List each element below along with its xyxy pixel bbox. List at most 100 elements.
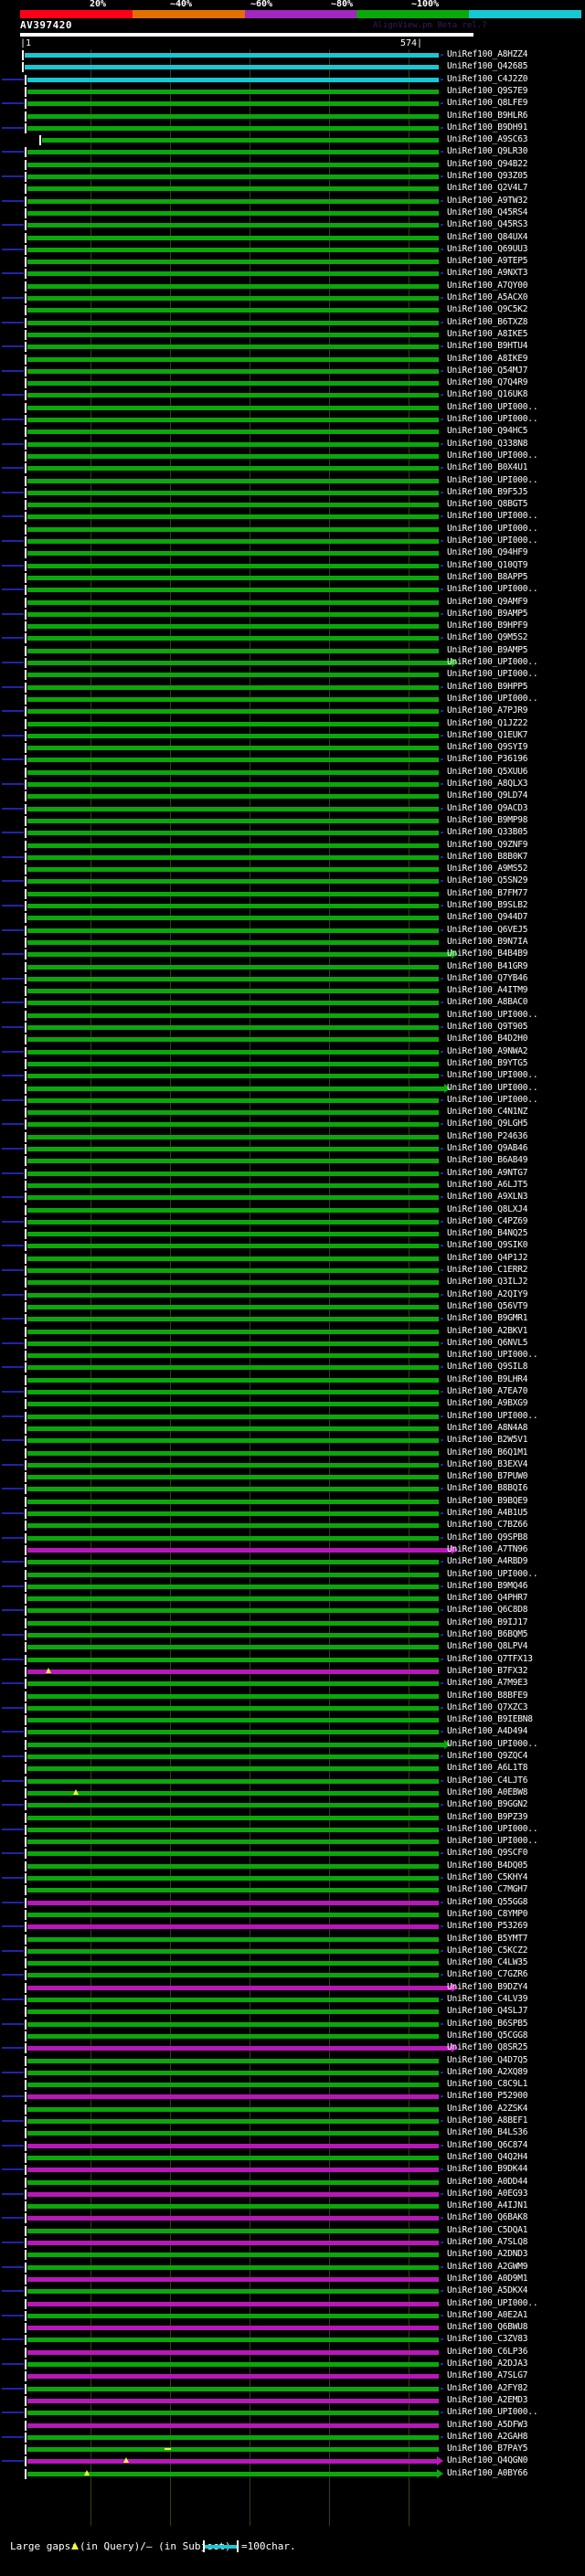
hit-bar[interactable] (27, 2253, 439, 2258)
hit-label[interactable]: UniRef100_A9TW32 (447, 195, 528, 206)
hit-row[interactable]: UniRef100_Q4SLJ7 (0, 2006, 585, 2018)
hit-label[interactable]: UniRef100_A4D494 (447, 1726, 528, 1737)
hit-bar[interactable] (27, 125, 439, 131)
hit-row[interactable]: UniRef100_B9PZ39 (0, 1812, 585, 1824)
hit-bar[interactable] (27, 175, 439, 179)
hit-bar[interactable] (27, 1061, 439, 1066)
hit-label[interactable]: UniRef100_B9YTG5 (447, 1057, 528, 1068)
hit-label[interactable]: UniRef100_B4LS36 (447, 2127, 528, 2138)
hit-bar[interactable] (27, 503, 439, 508)
hit-row[interactable]: UniRef100_Q7TFX13 (0, 1654, 585, 1666)
hit-row[interactable]: UniRef100_A8IKE9 (0, 354, 585, 366)
hit-row[interactable]: UniRef100_Q944D7 (0, 912, 585, 924)
hit-bar[interactable] (27, 162, 439, 167)
hit-row[interactable]: UniRef100_Q4QGN0 (0, 2455, 585, 2467)
hit-row[interactable]: UniRef100_B9MP98 (0, 815, 585, 827)
hit-label[interactable]: UniRef100_B5YMT7 (447, 1933, 528, 1944)
hit-label[interactable]: UniRef100_Q42685 (447, 61, 528, 72)
hit-row[interactable]: UniRef100_UPI000.. (0, 475, 585, 487)
hit-label[interactable]: UniRef100_Q94HC5 (447, 426, 528, 437)
hit-bar[interactable] (27, 1402, 439, 1407)
hit-label[interactable]: UniRef100_B8BQI6 (447, 1483, 528, 1494)
hit-label[interactable]: UniRef100_Q9ZNF9 (447, 839, 528, 850)
hit-bar[interactable] (27, 904, 439, 908)
hit-bar[interactable] (27, 1147, 439, 1151)
hit-bar[interactable] (27, 1390, 439, 1394)
hit-row[interactable]: UniRef100_UPI000.. (0, 1350, 585, 1362)
hit-row[interactable]: UniRef100_Q8SR25 (0, 2042, 585, 2054)
hit-label[interactable]: UniRef100_A9NTG7 (447, 1167, 528, 1178)
hit-bar[interactable] (27, 1025, 439, 1030)
hit-bar[interactable] (27, 648, 439, 653)
hit-bar[interactable] (27, 746, 439, 751)
hit-label[interactable]: UniRef100_UPI000.. (447, 1009, 538, 1020)
hit-label[interactable]: UniRef100_B6Q1M1 (447, 1447, 528, 1458)
hit-label[interactable]: UniRef100_B9F5J5 (447, 486, 528, 497)
hit-label[interactable]: UniRef100_A6LJT5 (447, 1179, 528, 1190)
hit-label[interactable]: UniRef100_B8BFE9 (447, 1690, 528, 1701)
hit-row[interactable]: UniRef100_Q9T905 (0, 1022, 585, 1034)
hit-row[interactable]: UniRef100_A7TN96 (0, 1544, 585, 1556)
hit-label[interactable]: UniRef100_B2W5V1 (447, 1435, 528, 1446)
hit-label[interactable]: UniRef100_C8C9L1 (447, 2079, 528, 2090)
hit-row[interactable]: UniRef100_A0EBW8 (0, 1787, 585, 1799)
hit-row[interactable]: UniRef100_B6AB49 (0, 1155, 585, 1167)
hit-label[interactable]: UniRef100_Q9SPB8 (447, 1532, 528, 1542)
hit-bar[interactable] (27, 1900, 439, 1905)
hit-row[interactable]: UniRef100_A8N4A8 (0, 1423, 585, 1435)
hit-row[interactable]: UniRef100_P36196 (0, 754, 585, 766)
hit-row[interactable]: UniRef100_B5YMT7 (0, 1934, 585, 1945)
hit-label[interactable]: UniRef100_A4IJN1 (447, 2200, 528, 2211)
hit-row[interactable]: UniRef100_Q55GG8 (0, 1897, 585, 1909)
hit-bar[interactable] (27, 2471, 437, 2476)
hit-row[interactable]: UniRef100_UPI000.. (0, 669, 585, 681)
hit-row[interactable]: UniRef100_UPI000.. (0, 1824, 585, 1836)
hit-row[interactable]: UniRef100_Q56VT9 (0, 1301, 585, 1313)
hit-row[interactable]: UniRef100_Q6C8D8 (0, 1605, 585, 1617)
hit-row[interactable]: UniRef100_B9HPP5 (0, 682, 585, 694)
hit-bar[interactable] (27, 891, 439, 896)
hit-bar[interactable] (27, 368, 439, 374)
hit-label[interactable]: UniRef100_B7PUW0 (447, 1471, 528, 1482)
hit-label[interactable]: UniRef100_Q4SLJ7 (447, 2006, 528, 2017)
hit-row[interactable]: UniRef100_UPI000.. (0, 584, 585, 596)
hit-bar[interactable] (27, 952, 452, 958)
hit-row[interactable]: UniRef100_Q6NVL5 (0, 1338, 585, 1350)
hit-bar[interactable] (27, 186, 439, 192)
hit-bar[interactable] (27, 429, 439, 435)
hit-row[interactable]: UniRef100_B9DH91 (0, 122, 585, 134)
hit-label[interactable]: UniRef100_UPI000.. (447, 1082, 538, 1093)
hit-label[interactable]: UniRef100_Q84UX4 (447, 231, 528, 242)
hit-bar[interactable] (27, 271, 439, 277)
hit-bar[interactable] (27, 1207, 439, 1213)
hit-bar[interactable] (27, 831, 439, 836)
hit-label[interactable]: UniRef100_UPI000.. (447, 450, 538, 461)
hit-row[interactable]: UniRef100_B9DZY4 (0, 1982, 585, 1994)
hit-row[interactable]: UniRef100_B9GGN2 (0, 1799, 585, 1811)
hit-bar[interactable] (27, 2337, 439, 2343)
hit-bar[interactable] (27, 939, 439, 945)
hit-bar[interactable] (27, 2447, 439, 2453)
hit-row[interactable]: UniRef100_Q8LXJ4 (0, 1204, 585, 1216)
hit-bar[interactable] (27, 418, 439, 422)
hit-label[interactable]: UniRef100_B6TXZ8 (447, 316, 528, 327)
hit-row[interactable]: UniRef100_B9IEBN8 (0, 1714, 585, 1726)
hit-row[interactable]: UniRef100_Q9LGH5 (0, 1118, 585, 1130)
hit-bar[interactable] (27, 1596, 439, 1602)
hit-row[interactable]: UniRef100_Q69UU3 (0, 244, 585, 256)
hit-bar[interactable] (27, 2228, 439, 2233)
hit-label[interactable]: UniRef100_B8APP5 (447, 571, 528, 582)
hit-label[interactable]: UniRef100_B9MQ46 (447, 1580, 528, 1591)
hit-row[interactable]: UniRef100_B6Q1M1 (0, 1447, 585, 1459)
hit-bar[interactable] (27, 1851, 439, 1857)
hit-row[interactable]: UniRef100_Q9ACD3 (0, 803, 585, 815)
hit-bar[interactable] (27, 769, 439, 775)
hit-row[interactable]: UniRef100_B6SPB5 (0, 2019, 585, 2030)
hit-row[interactable]: UniRef100_Q9ZNF9 (0, 840, 585, 852)
hit-label[interactable]: UniRef100_UPI000.. (447, 669, 538, 680)
hit-bar[interactable] (27, 1948, 439, 1954)
hit-label[interactable]: UniRef100_Q9LGH5 (447, 1118, 528, 1129)
hit-label[interactable]: UniRef100_Q9S7E9 (447, 85, 528, 96)
hit-row[interactable]: UniRef100_B9AMP5 (0, 609, 585, 620)
hit-label[interactable]: UniRef100_Q9AMF9 (447, 596, 528, 607)
